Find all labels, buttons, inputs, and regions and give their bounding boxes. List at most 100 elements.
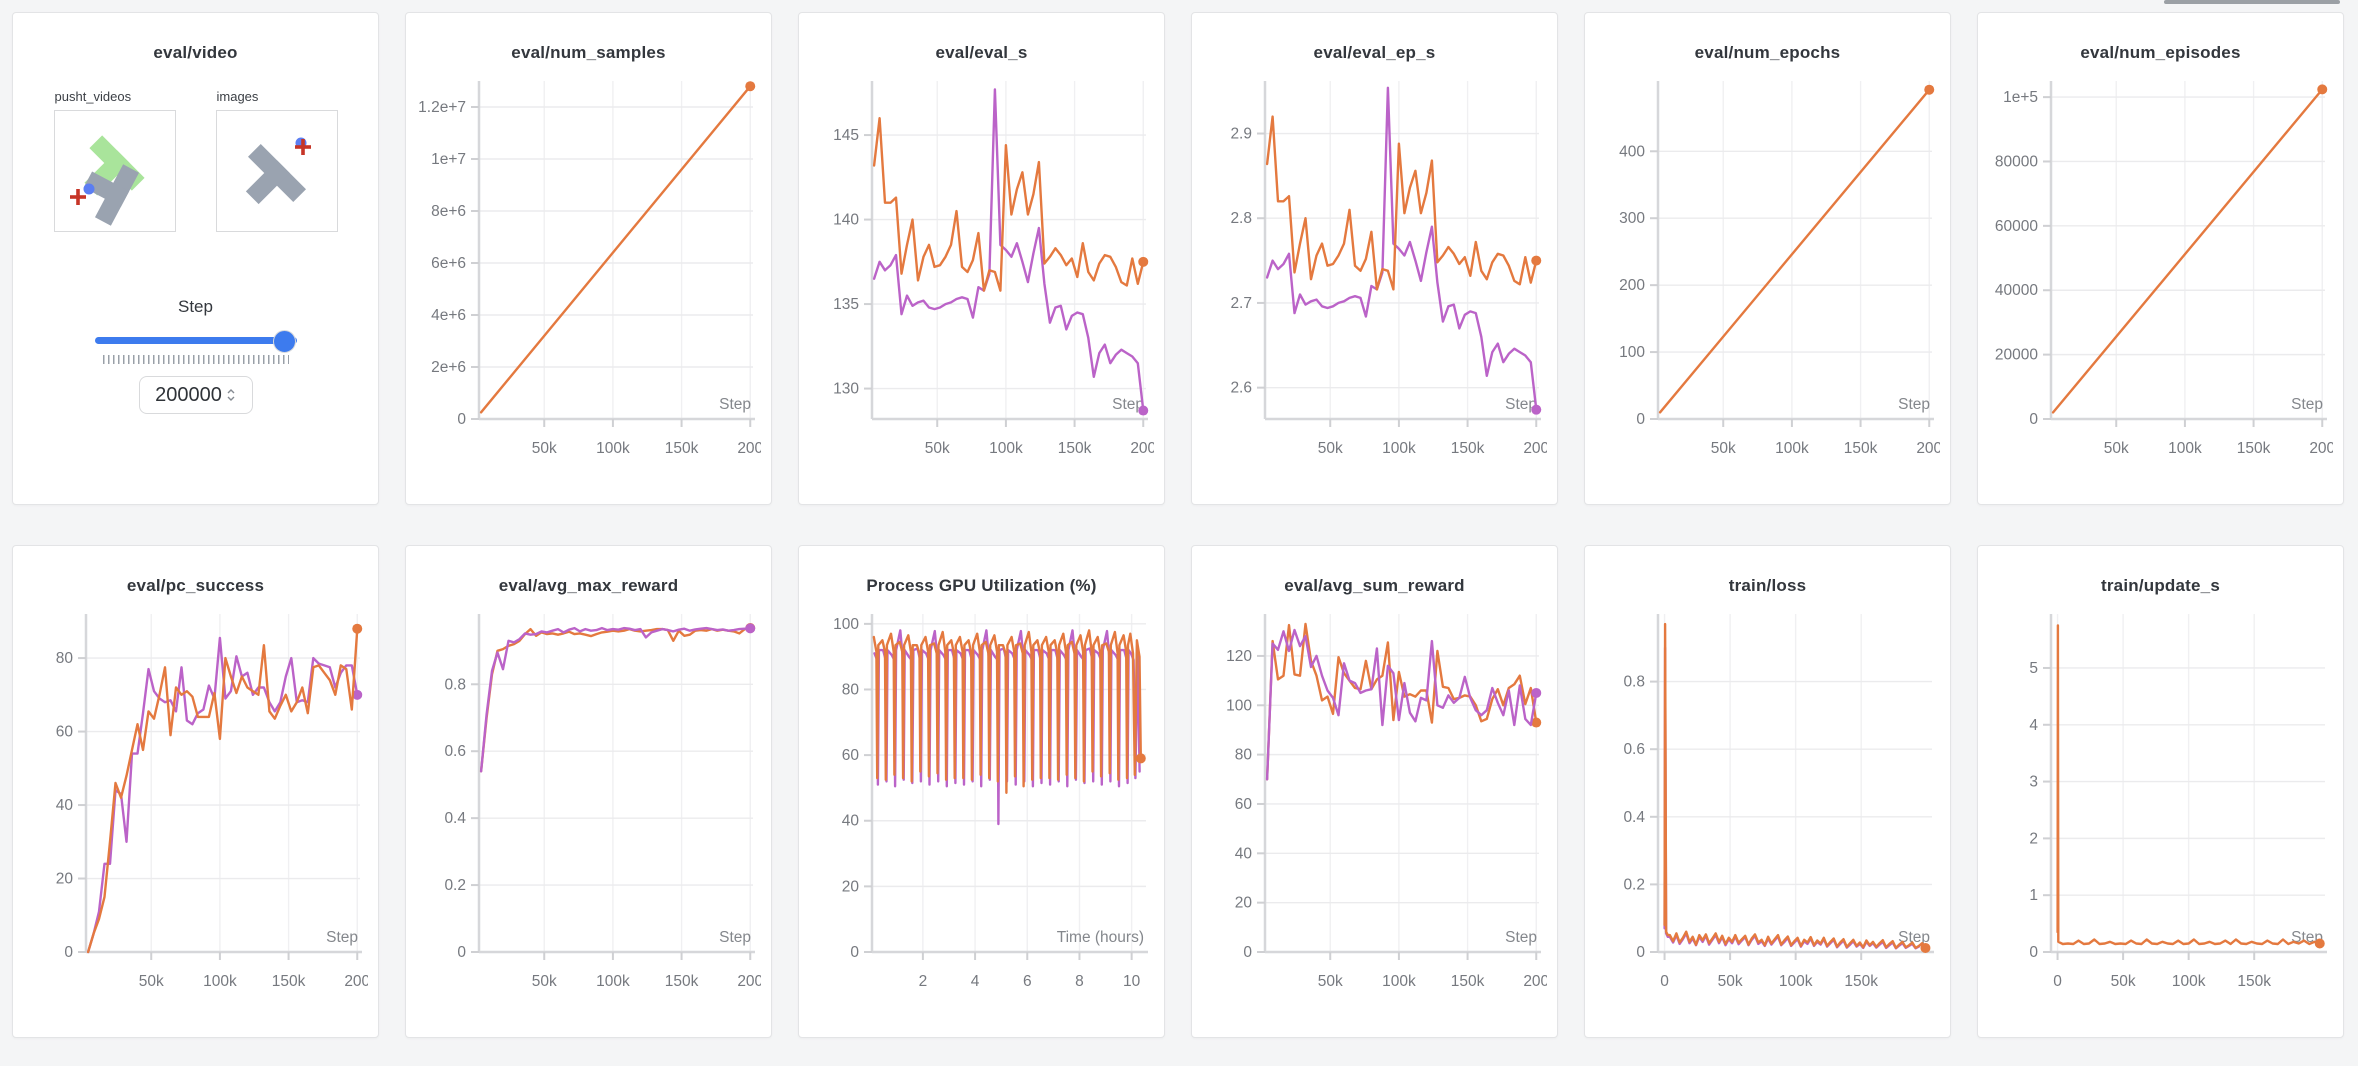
chart-canvas[interactable]: 50k 100k 150k 200 0 20000 40000 60000 80000 1e+5 S… xyxy=(1989,67,2333,487)
x-tick-label: 100k xyxy=(2168,440,2202,457)
y-tick-label: 40 xyxy=(1234,845,1252,862)
series-end-dot-run-orange xyxy=(351,623,362,634)
x-tick-label: 100k xyxy=(989,440,1023,457)
series-line-run-purple xyxy=(86,636,358,954)
y-tick-label: 20000 xyxy=(1994,347,2037,364)
y-tick-label: 40 xyxy=(55,797,73,814)
x-tick-label: 150k xyxy=(664,440,698,457)
y-tick-label: 0 xyxy=(1636,944,1645,961)
panel-title: eval/eval_s xyxy=(935,43,1028,62)
panel-title: eval/avg_max_reward xyxy=(498,576,679,595)
panel-train-loss: train/loss 0 50k 100k 150k 0 0.2 0.4 0.6 0.8 Step xyxy=(1584,545,1951,1038)
series-line-run-purple xyxy=(479,626,751,773)
y-tick-label: 1.2e+7 xyxy=(418,99,466,116)
x-tick-label: 200 xyxy=(2309,440,2333,457)
y-tick-label: 60 xyxy=(841,747,859,764)
pusht-video-thumbnail[interactable] xyxy=(53,110,176,232)
y-tick-label: 100 xyxy=(1619,344,1645,361)
x-tick-label: 200 xyxy=(344,973,368,990)
chart-canvas[interactable]: 50k 100k 150k 200 0 100 200 300 400 Step xyxy=(1596,67,1940,487)
series-end-dot-run-orange xyxy=(1135,753,1146,764)
x-tick-label: 10 xyxy=(1123,973,1141,990)
series-end-dot-run-orange xyxy=(744,81,755,92)
x-axis-label: Step xyxy=(2291,396,2323,413)
y-tick-label: 300 xyxy=(1619,210,1645,227)
horizontal-scrollbar[interactable] xyxy=(2164,0,2340,4)
panel-eval-eval-ep-s: eval/eval_ep_s 50k 100k 150k 200 2.6 2.7 2.8 2.9… xyxy=(1191,12,1558,505)
y-tick-label: 80 xyxy=(841,681,859,698)
x-tick-label: 50k xyxy=(1710,440,1735,457)
series-line-run-orange xyxy=(2055,624,2321,946)
panel-eval-avg-max-reward: eval/avg_max_reward 50k 100k 150k 200 0 0.2 0.4… xyxy=(405,545,772,1038)
y-tick-label: 1e+7 xyxy=(431,151,466,168)
x-tick-label: 150k xyxy=(664,973,698,990)
x-tick-label: 8 xyxy=(1075,973,1084,990)
panel-title: eval/num_epochs xyxy=(1694,43,1841,62)
x-tick-label: 0 xyxy=(2053,973,2062,990)
x-tick-label: 150k xyxy=(1843,440,1877,457)
series-line-run-orange xyxy=(872,117,1144,292)
series-end-dot-run-purple xyxy=(1530,404,1541,415)
series-end-dot-run-orange xyxy=(1137,256,1148,267)
series-end-dot-run-orange xyxy=(1923,84,1934,95)
x-tick-label: 50k xyxy=(1717,973,1742,990)
goal-cross-icon xyxy=(294,139,311,155)
chart-canvas[interactable]: 50k 100k 150k 200 0 20 40 60 80 Step xyxy=(24,600,368,1020)
y-tick-label: 1 xyxy=(2029,887,2038,904)
series-line-run-orange xyxy=(479,626,751,773)
y-tick-label: 0.6 xyxy=(1623,741,1645,758)
y-tick-label: 0 xyxy=(1636,411,1645,428)
series-end-dot-run-orange xyxy=(1530,717,1541,728)
y-tick-label: 0.4 xyxy=(444,810,466,827)
goal-cross-icon xyxy=(69,189,86,205)
x-tick-label: 150k xyxy=(1450,440,1484,457)
slider-track[interactable] xyxy=(94,337,297,344)
chart-canvas[interactable]: 50k 100k 150k 200 0 20 40 60 80 100 120 Step xyxy=(1203,600,1547,1020)
x-tick-label: 100k xyxy=(596,440,630,457)
y-tick-label: 2e+6 xyxy=(431,359,466,376)
y-tick-label: 60000 xyxy=(1994,218,2037,235)
agent-dot xyxy=(83,183,94,195)
media-caption-images: images xyxy=(216,89,259,104)
x-tick-label: 4 xyxy=(970,973,979,990)
y-tick-label: 80000 xyxy=(1994,153,2037,170)
y-tick-label: 6e+6 xyxy=(431,255,466,272)
x-tick-label: 50k xyxy=(1317,440,1342,457)
series-line-run-orange xyxy=(1265,115,1537,291)
series-line-run-orange xyxy=(86,627,358,954)
x-tick-label: 150k xyxy=(2237,973,2271,990)
chart-canvas[interactable]: 0 50k 100k 150k 0 0.2 0.4 0.6 0.8 Step xyxy=(1596,600,1940,1020)
x-tick-label: 50k xyxy=(2103,440,2128,457)
series-line-run-orange xyxy=(1658,88,1930,414)
x-axis-label: Step xyxy=(1898,929,1930,946)
step-slider[interactable] xyxy=(94,329,297,353)
panel-title: Process GPU Utilization (%) xyxy=(866,576,1097,595)
x-axis-label: Step xyxy=(1505,396,1537,413)
y-tick-label: 3 xyxy=(2029,774,2038,791)
images-thumbnail[interactable] xyxy=(215,110,338,232)
step-value[interactable]: 200000 xyxy=(155,383,222,406)
stepper-chevrons-icon[interactable] xyxy=(226,387,236,403)
x-tick-label: 200 xyxy=(1523,440,1547,457)
chart-canvas[interactable]: 50k 100k 150k 200 0 2e+6 4e+6 6e+6 8e+6 1e+7 1.2e+… xyxy=(417,67,761,487)
series-end-dot-run-purple xyxy=(1530,687,1541,698)
gray-t-shape xyxy=(83,164,139,226)
chart-canvas[interactable]: 50k 100k 150k 200 0 0.2 0.4 0.6 0.8 Step xyxy=(417,600,761,1020)
panel-eval-pc-success: eval/pc_success 50k 100k 150k 200 0 20 40 60 80 St… xyxy=(12,545,379,1038)
panel-title: eval/eval_ep_s xyxy=(1313,43,1436,62)
chart-canvas[interactable]: 50k 100k 150k 200 130 135 140 145 Step xyxy=(810,67,1154,487)
y-tick-label: 20 xyxy=(841,878,859,895)
chart-canvas[interactable]: 50k 100k 150k 200 2.6 2.7 2.8 2.9 Step xyxy=(1203,67,1547,487)
y-tick-label: 40 xyxy=(841,813,859,830)
x-tick-label: 50k xyxy=(138,973,163,990)
y-tick-label: 60 xyxy=(55,724,73,741)
x-tick-label: 100k xyxy=(1778,973,1812,990)
panel-title: eval/avg_sum_reward xyxy=(1284,576,1465,595)
slider-thumb[interactable] xyxy=(272,330,296,353)
panel-process-gpu-utilization-: Process GPU Utilization (%) 2 4 6 8 10 0 20 40 60… xyxy=(798,545,1165,1038)
series-line-run-purple xyxy=(1662,646,1920,950)
series-end-dot-run-orange xyxy=(1530,255,1541,266)
step-number-input[interactable]: 200000 xyxy=(138,376,253,414)
